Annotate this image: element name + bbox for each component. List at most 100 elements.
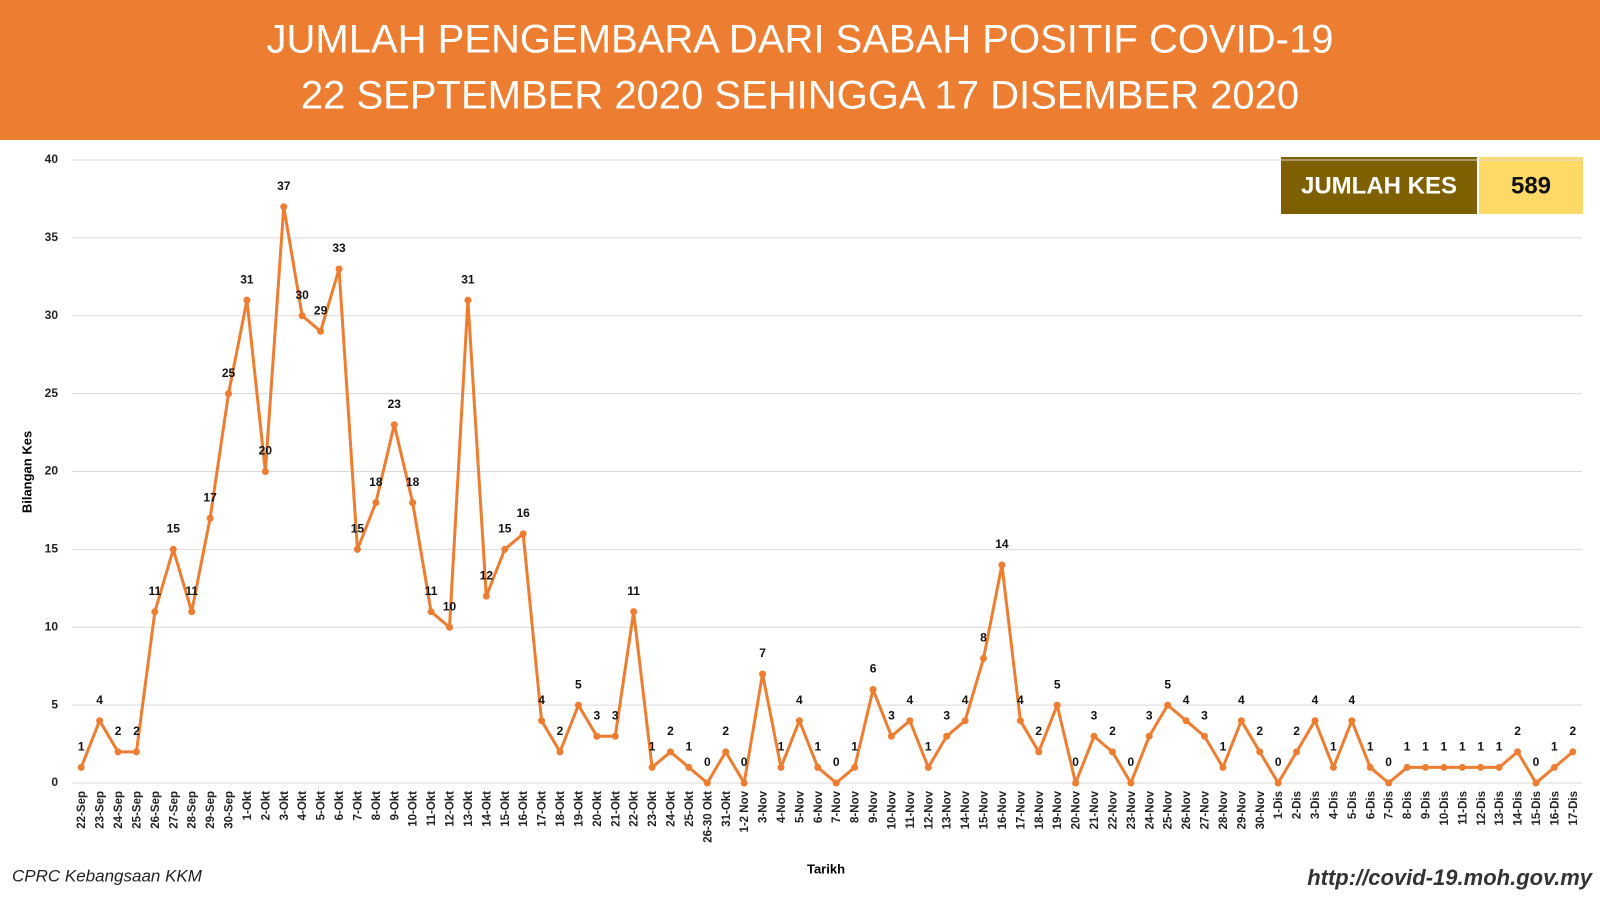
- x-tick-label: 12-Okt: [445, 791, 457, 827]
- data-point: [1164, 701, 1172, 709]
- x-tick-label: 28-Nov: [1218, 790, 1230, 829]
- data-label: 18: [369, 475, 383, 489]
- data-point: [188, 608, 196, 616]
- data-point: [980, 654, 988, 662]
- y-tick-label: 20: [45, 464, 59, 478]
- data-label: 1: [1367, 740, 1374, 754]
- y-tick-label: 5: [51, 697, 58, 711]
- data-point: [280, 203, 288, 211]
- data-label: 11: [149, 584, 162, 598]
- data-label: 5: [1164, 677, 1171, 691]
- data-point: [446, 623, 453, 631]
- x-tick-label: 31-Okt: [721, 791, 733, 827]
- data-point: [851, 763, 859, 771]
- data-point: [777, 763, 785, 771]
- data-label: 10: [443, 599, 457, 613]
- data-point: [390, 421, 398, 429]
- data-label: 1: [1477, 740, 1484, 754]
- data-label: 1: [649, 740, 656, 754]
- data-label: 3: [943, 708, 950, 722]
- data-label: 4: [1183, 693, 1190, 707]
- data-point: [1145, 732, 1153, 740]
- data-point: [1090, 732, 1098, 740]
- data-point: [593, 732, 601, 740]
- summary-label-box: [1281, 157, 1477, 214]
- data-point: [261, 468, 269, 475]
- x-tick-label: 4-Nov: [776, 790, 788, 823]
- data-point: [869, 686, 877, 694]
- data-point: [1569, 748, 1577, 756]
- x-tick-label: 16-Okt: [518, 791, 530, 827]
- data-point: [1182, 717, 1190, 725]
- data-point: [1458, 763, 1466, 771]
- x-tick-label: 14-Dis: [1513, 791, 1525, 826]
- data-label: 0: [1127, 755, 1134, 769]
- x-tick-label: 14-Nov: [960, 790, 972, 829]
- x-tick-label: 17-Dis: [1568, 791, 1580, 826]
- data-point: [243, 296, 251, 304]
- data-point: [1495, 763, 1503, 771]
- data-label: 1: [925, 740, 932, 754]
- y-tick-label: 10: [45, 619, 59, 633]
- x-tick-label: 20-Nov: [1071, 790, 1083, 829]
- x-tick-label: 13-Okt: [463, 791, 475, 827]
- x-tick-label: 12-Nov: [923, 790, 935, 829]
- data-point: [1329, 763, 1337, 771]
- x-tick-label: 12-Dis: [1476, 791, 1488, 826]
- data-point: [611, 732, 619, 740]
- header-band: [0, 0, 1600, 140]
- x-tick-label: 3-Nov: [758, 790, 770, 823]
- data-label: 1: [1459, 740, 1466, 754]
- x-tick-label: 15-Dis: [1531, 791, 1543, 826]
- data-point: [666, 748, 674, 756]
- data-label: 6: [870, 662, 877, 676]
- data-point: [1201, 732, 1208, 740]
- data-point: [335, 265, 343, 273]
- data-point: [1403, 763, 1411, 771]
- data-label: 2: [115, 724, 122, 738]
- x-tick-label: 30-Nov: [1255, 790, 1267, 829]
- data-label: 1: [686, 740, 693, 754]
- y-tick-label: 0: [51, 775, 58, 789]
- data-label: 0: [1533, 755, 1540, 769]
- data-point: [648, 763, 656, 771]
- x-axis-label: Tarikh: [807, 861, 845, 876]
- data-label: 0: [833, 755, 840, 769]
- x-tick-label: 17-Okt: [537, 791, 549, 827]
- x-tick-label: 29-Sep: [205, 791, 217, 829]
- data-point: [1237, 717, 1245, 725]
- data-label: 7: [759, 646, 766, 660]
- x-tick-label: 8-Dis: [1402, 791, 1414, 819]
- x-tick-label: 29-Nov: [1236, 790, 1248, 829]
- data-label: 0: [1072, 755, 1079, 769]
- url: http://covid-19.moh.gov.my: [1307, 865, 1594, 890]
- x-tick-label: 22-Okt: [629, 791, 641, 827]
- x-tick-label: 27-Nov: [1200, 790, 1212, 829]
- x-tick-label: 25-Sep: [131, 791, 143, 829]
- x-tick-label: 23-Nov: [1126, 790, 1138, 829]
- data-point: [372, 499, 380, 507]
- x-tick-label: 26-30 Okt: [702, 791, 714, 843]
- data-label: 3: [612, 708, 619, 722]
- x-tick-label: 13-Dis: [1494, 791, 1506, 826]
- data-label: 17: [203, 490, 217, 504]
- x-tick-label: 7-Dis: [1384, 791, 1396, 819]
- data-point: [225, 390, 233, 398]
- data-point: [1348, 717, 1356, 725]
- data-label: 4: [96, 693, 103, 707]
- data-label: 20: [259, 444, 273, 458]
- data-label: 4: [1017, 693, 1024, 707]
- data-point: [703, 779, 711, 787]
- x-tick-label: 8-Nov: [850, 790, 862, 823]
- data-label: 1: [778, 740, 785, 754]
- x-tick-label: 23-Sep: [95, 791, 107, 829]
- data-point: [998, 561, 1006, 569]
- data-point: [1108, 748, 1116, 756]
- x-tick-label: 27-Sep: [168, 791, 180, 829]
- data-point: [961, 717, 969, 725]
- data-point: [814, 763, 822, 771]
- x-tick-label: 3-Dis: [1310, 791, 1322, 819]
- data-label: 3: [888, 708, 895, 722]
- data-point: [1366, 763, 1374, 771]
